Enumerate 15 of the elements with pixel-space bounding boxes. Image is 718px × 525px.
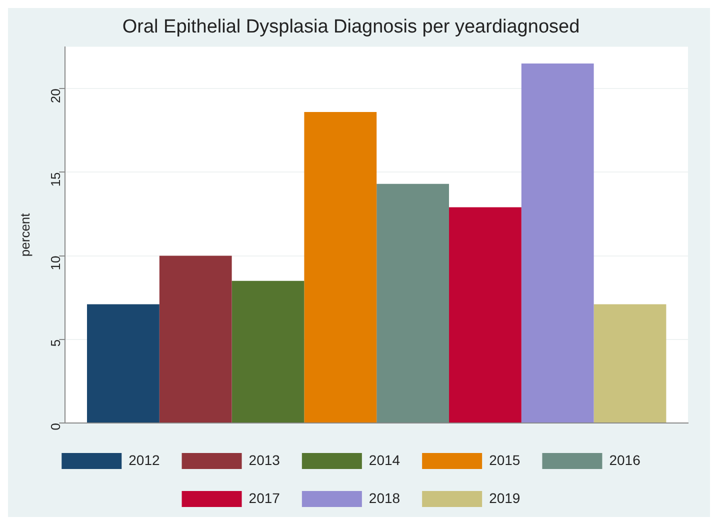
y-tick-label: 0 xyxy=(48,423,63,430)
y-axis-title: percent xyxy=(17,212,32,257)
legend-label: 2016 xyxy=(609,452,641,468)
y-tick-label: 20 xyxy=(48,88,63,104)
chart-title: Oral Epithelial Dysplasia Diagnosis per yeardiagnosed xyxy=(122,16,580,38)
legend-label: 2014 xyxy=(368,452,400,468)
legend-label: 2018 xyxy=(368,490,400,506)
y-tick-label: 5 xyxy=(48,339,63,347)
legend-label: 2015 xyxy=(489,452,520,468)
y-tick-label: 10 xyxy=(48,256,63,270)
y-tick-label: 15 xyxy=(48,172,63,187)
legend-label: 2012 xyxy=(128,452,160,468)
legend-label: 2019 xyxy=(489,490,520,506)
legend-label: 2013 xyxy=(248,452,280,468)
legend-label: 2017 xyxy=(248,490,280,506)
